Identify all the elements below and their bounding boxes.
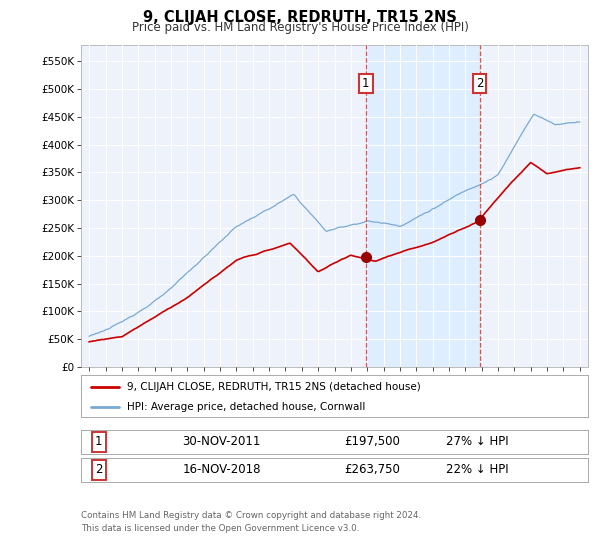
Text: £263,750: £263,750 (344, 463, 401, 477)
Text: 1: 1 (362, 77, 370, 90)
Text: 9, CLIJAH CLOSE, REDRUTH, TR15 2NS (detached house): 9, CLIJAH CLOSE, REDRUTH, TR15 2NS (deta… (127, 382, 421, 392)
Text: 9, CLIJAH CLOSE, REDRUTH, TR15 2NS: 9, CLIJAH CLOSE, REDRUTH, TR15 2NS (143, 10, 457, 25)
Text: Contains HM Land Registry data © Crown copyright and database right 2024.
This d: Contains HM Land Registry data © Crown c… (81, 511, 421, 533)
Text: 22% ↓ HPI: 22% ↓ HPI (446, 463, 509, 477)
Text: HPI: Average price, detached house, Cornwall: HPI: Average price, detached house, Corn… (127, 402, 365, 412)
Text: 30-NOV-2011: 30-NOV-2011 (182, 435, 261, 449)
Text: 16-NOV-2018: 16-NOV-2018 (182, 463, 261, 477)
Text: 2: 2 (95, 463, 103, 477)
Text: Price paid vs. HM Land Registry's House Price Index (HPI): Price paid vs. HM Land Registry's House … (131, 21, 469, 34)
Text: £197,500: £197,500 (344, 435, 401, 449)
Text: 1: 1 (95, 435, 103, 449)
Bar (366, 45, 480, 367)
Text: 27% ↓ HPI: 27% ↓ HPI (446, 435, 509, 449)
Text: 2: 2 (476, 77, 484, 90)
